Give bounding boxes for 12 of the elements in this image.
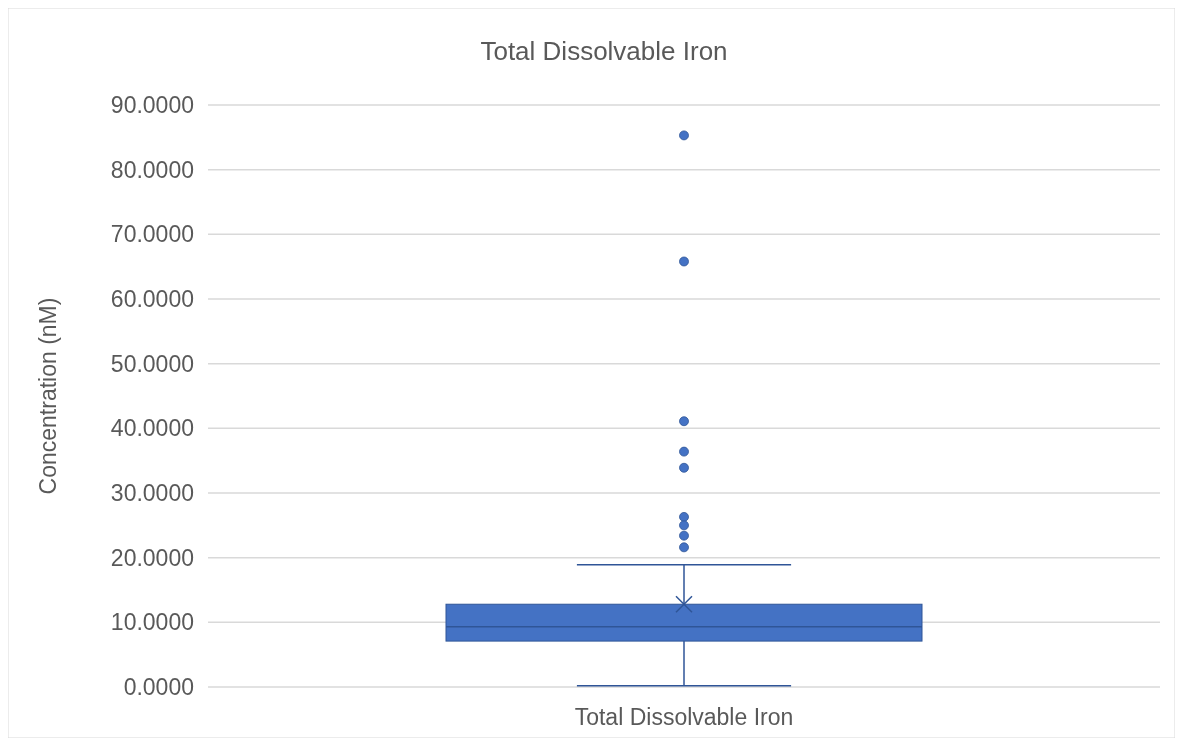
y-tick-label: 80.0000 xyxy=(110,156,194,183)
y-tick-label: 10.0000 xyxy=(110,609,194,636)
y-tick-label: 30.0000 xyxy=(110,480,194,507)
chart-title: Total Dissolvable Iron xyxy=(480,36,728,66)
y-tick-label: 60.0000 xyxy=(110,286,194,313)
y-tick-label: 70.0000 xyxy=(110,221,194,248)
y-tick-label: 40.0000 xyxy=(110,415,194,442)
y-tick-label: 20.0000 xyxy=(110,544,194,571)
y-tick-label: 90.0000 xyxy=(110,92,194,119)
y-tick-label: 50.0000 xyxy=(110,350,194,377)
y-axis-title: Concentration (nM) xyxy=(35,297,61,495)
y-tick-label: 0.0000 xyxy=(123,674,194,701)
